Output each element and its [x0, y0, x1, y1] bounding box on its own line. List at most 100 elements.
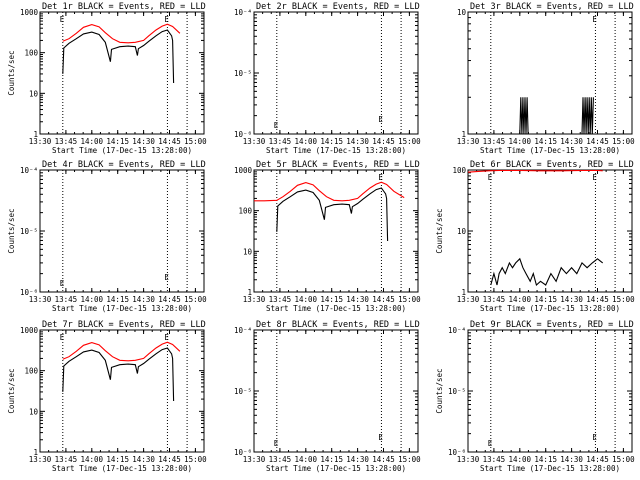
series-line-events — [490, 257, 604, 287]
x-tick-label: 14:45 — [586, 455, 609, 464]
y-tick-label: 10⁻⁵ — [234, 69, 252, 78]
x-tick-label: 14:45 — [586, 295, 609, 304]
x-tick-label: 14:30 — [560, 295, 583, 304]
x-tick-label: 13:30 — [457, 455, 480, 464]
x-axis-label: Start Time (17-Dec-15 13:28:00) — [480, 146, 620, 155]
annotation-marker: E — [592, 15, 597, 24]
x-axis-label: Start Time (17-Dec-15 13:28:00) — [480, 464, 620, 473]
y-tick-label: 10⁻⁵ — [20, 227, 38, 236]
panel-title: Det 5r BLACK = Events, RED = LLD — [256, 160, 420, 170]
plot-frame — [39, 11, 205, 135]
annotation-marker: E — [60, 279, 65, 288]
x-tick-label: 14:15 — [320, 295, 343, 304]
y-tick-label: 100 — [24, 367, 38, 376]
panel-det-7: Det 7r BLACK = Events, RED = LLD 13:30 13:… — [7, 320, 207, 473]
x-tick-label: 14:30 — [346, 455, 369, 464]
y-axis-label: Counts/sec — [7, 368, 16, 413]
y-tick-label: 10 — [457, 8, 467, 17]
x-tick-label: 13:30 — [29, 137, 52, 146]
y-tick-label: 10⁻⁶ — [20, 288, 38, 297]
x-tick-label: 14:45 — [158, 137, 181, 146]
x-tick-label: 14:30 — [132, 455, 155, 464]
panel-title: Det 2r BLACK = Events, RED = LLD — [256, 2, 420, 12]
annotation-marker: E — [592, 433, 597, 442]
x-tick-label: 14:00 — [509, 295, 532, 304]
annotation-marker: E — [274, 121, 279, 130]
x-tick-label: 14:15 — [106, 295, 129, 304]
x-tick-label: 15:00 — [612, 455, 635, 464]
x-tick-label: 13:45 — [269, 455, 292, 464]
panel-title: Det 6r BLACK = Events, RED = LLD — [470, 160, 634, 170]
x-tick-label: 14:30 — [346, 137, 369, 146]
series-line-lld — [254, 181, 405, 202]
y-tick-label: 1 — [33, 130, 38, 139]
plot-frame — [467, 11, 633, 135]
y-tick-label: 10⁻⁶ — [234, 448, 252, 457]
x-tick-label: 14:00 — [295, 137, 318, 146]
x-tick-label: 14:15 — [534, 455, 557, 464]
y-axis-label: Counts/sec — [7, 50, 16, 95]
annotation-marker: E — [60, 333, 65, 342]
x-tick-label: 14:15 — [320, 137, 343, 146]
x-tick-label: 13:45 — [483, 137, 506, 146]
x-axis-label: Start Time (17-Dec-15 13:28:00) — [52, 304, 192, 313]
y-tick-label: 1000 — [20, 8, 39, 17]
x-axis-label: Start Time (17-Dec-15 13:28:00) — [52, 146, 192, 155]
x-tick-label: 14:30 — [132, 137, 155, 146]
plot-frame — [253, 169, 419, 293]
x-tick-label: 13:45 — [269, 137, 292, 146]
x-tick-label: 14:30 — [346, 295, 369, 304]
x-tick-label: 14:00 — [81, 137, 104, 146]
y-tick-label: 1000 — [20, 326, 39, 335]
panel-title: Det 8r BLACK = Events, RED = LLD — [256, 320, 420, 330]
x-tick-label: 15:00 — [398, 295, 421, 304]
x-tick-label: 15:00 — [612, 137, 635, 146]
plot-frame — [467, 169, 633, 293]
x-tick-label: 13:30 — [457, 295, 480, 304]
x-tick-label: 13:30 — [29, 295, 52, 304]
x-axis-label: Start Time (17-Dec-15 13:28:00) — [266, 464, 406, 473]
x-tick-label: 14:45 — [586, 137, 609, 146]
panel-title: Det 4r BLACK = Events, RED = LLD — [42, 160, 206, 170]
x-tick-label: 14:45 — [372, 295, 395, 304]
panel-title: Det 1r BLACK = Events, RED = LLD — [42, 2, 206, 12]
y-tick-label: 100 — [452, 166, 466, 175]
x-tick-label: 14:15 — [534, 295, 557, 304]
x-tick-label: 13:30 — [29, 455, 52, 464]
plot-frame — [467, 329, 633, 453]
series-line-events — [276, 187, 389, 242]
x-tick-label: 15:00 — [398, 455, 421, 464]
y-tick-label: 10 — [243, 247, 253, 256]
annotation-marker: E — [274, 439, 279, 448]
plot-frame — [253, 329, 419, 453]
y-axis-label: Counts/sec — [435, 368, 444, 413]
x-tick-label: 15:00 — [398, 137, 421, 146]
y-tick-label: 10⁻⁵ — [448, 387, 466, 396]
annotation-marker: E — [60, 15, 65, 24]
x-tick-label: 15:00 — [612, 295, 635, 304]
x-tick-label: 14:30 — [560, 455, 583, 464]
y-tick-label: 1 — [461, 130, 466, 139]
x-tick-label: 15:00 — [184, 295, 207, 304]
x-tick-label: 13:45 — [55, 295, 78, 304]
annotation-marker: E — [592, 173, 597, 182]
x-axis-label: Start Time (17-Dec-15 13:28:00) — [480, 304, 620, 313]
x-tick-label: 14:15 — [534, 137, 557, 146]
panel-det-2: Det 2r BLACK = Events, RED = LLD 13:30 13:… — [234, 2, 421, 155]
x-tick-label: 14:00 — [81, 455, 104, 464]
panel-det-6: Det 6r BLACK = Events, RED = LLD 13:30 13:… — [435, 160, 635, 313]
plot-frame — [253, 11, 419, 135]
series-line-events — [519, 97, 594, 135]
panel-title: Det 7r BLACK = Events, RED = LLD — [42, 320, 206, 330]
y-tick-label: 10 — [29, 89, 39, 98]
x-tick-label: 13:45 — [55, 455, 78, 464]
panel-det-1: Det 1r BLACK = Events, RED = LLD 13:30 13:… — [7, 2, 207, 155]
x-tick-label: 13:30 — [243, 137, 266, 146]
x-axis-label: Start Time (17-Dec-15 13:28:00) — [266, 146, 406, 155]
series-line-events — [62, 347, 175, 402]
y-tick-label: 10⁻⁴ — [234, 326, 252, 335]
x-tick-label: 13:45 — [483, 295, 506, 304]
x-tick-label: 14:00 — [295, 295, 318, 304]
y-tick-label: 10⁻⁶ — [234, 130, 252, 139]
x-tick-label: 13:45 — [55, 137, 78, 146]
